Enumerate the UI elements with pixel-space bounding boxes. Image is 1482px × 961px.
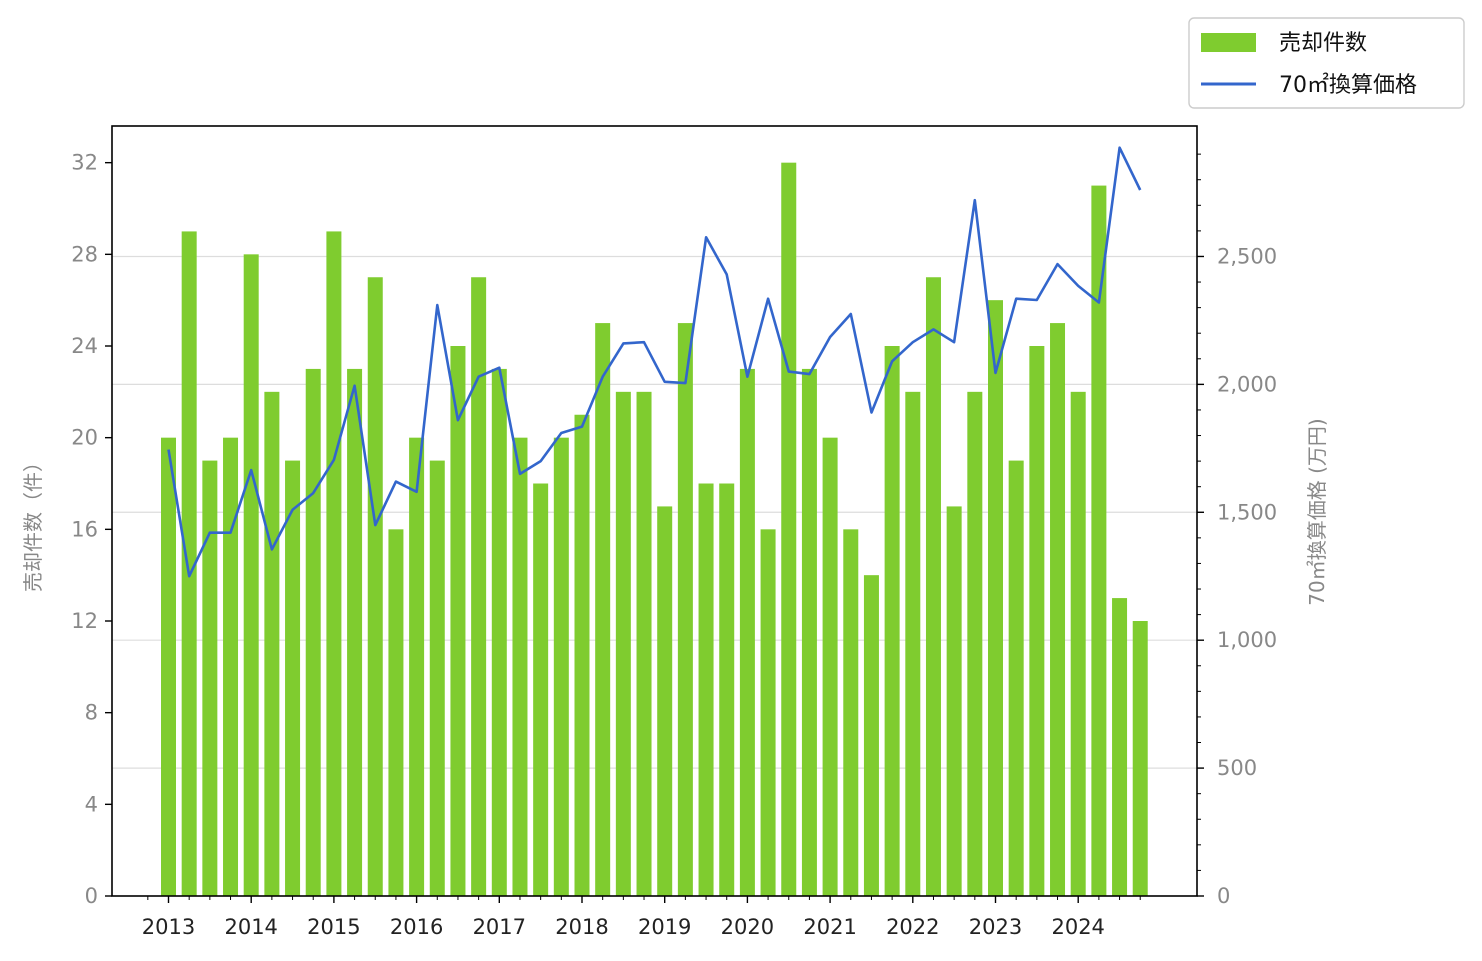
bar xyxy=(491,368,507,897)
bar xyxy=(967,391,983,896)
bar xyxy=(843,529,859,896)
bar xyxy=(1132,621,1148,896)
bar xyxy=(615,391,631,896)
bar xyxy=(450,346,466,896)
x-tick-label: 2018 xyxy=(555,915,608,939)
bar xyxy=(285,460,301,896)
bar xyxy=(243,254,259,897)
plot-frame xyxy=(111,125,1198,897)
right-tick-label: 0 xyxy=(1217,884,1230,908)
x-tick-label: 2020 xyxy=(721,915,774,939)
left-tick-label: 0 xyxy=(85,884,98,908)
bar xyxy=(863,575,879,896)
bar xyxy=(925,277,941,896)
bar xyxy=(429,460,445,896)
right-tick-label: 500 xyxy=(1217,756,1257,780)
bar xyxy=(719,483,735,896)
x-tick-label: 2013 xyxy=(142,915,195,939)
left-tick-label: 16 xyxy=(71,517,98,541)
bar xyxy=(760,529,776,896)
bar xyxy=(347,368,363,897)
left-tick-label: 12 xyxy=(71,609,98,633)
bar xyxy=(636,391,652,896)
bar xyxy=(533,483,549,896)
bar xyxy=(1070,391,1086,896)
bar xyxy=(181,231,197,896)
bar xyxy=(367,277,383,896)
bar xyxy=(305,368,321,897)
x-tick-label: 2016 xyxy=(390,915,443,939)
bar xyxy=(1050,323,1066,896)
legend-box xyxy=(1188,17,1465,109)
bar xyxy=(801,368,817,897)
bar xyxy=(409,437,425,896)
legend-bar-swatch xyxy=(1201,33,1256,52)
left-tick-label: 20 xyxy=(71,426,98,450)
axis-ticks: 04812162024283205001,0001,5002,0002,5002… xyxy=(71,151,1277,939)
right-axis-label: 70㎡換算価格 (万円) xyxy=(1305,418,1329,605)
right-tick-label: 2,000 xyxy=(1217,372,1277,396)
right-tick-label: 2,500 xyxy=(1217,244,1277,268)
price-line xyxy=(167,146,1142,578)
x-tick-label: 2024 xyxy=(1051,915,1104,939)
bar xyxy=(739,368,755,897)
x-tick-label: 2019 xyxy=(638,915,691,939)
x-tick-label: 2015 xyxy=(307,915,360,939)
left-tick-label: 24 xyxy=(71,334,98,358)
right-tick-label: 1,000 xyxy=(1217,628,1277,652)
legend: 売却件数 70㎡換算価格 xyxy=(1188,17,1465,109)
left-tick-label: 32 xyxy=(71,151,98,175)
bar xyxy=(264,391,280,896)
bar xyxy=(223,437,239,896)
bar xyxy=(388,529,404,896)
bar xyxy=(781,162,797,896)
left-tick-label: 4 xyxy=(85,792,98,816)
bar xyxy=(553,437,569,896)
x-tick-label: 2023 xyxy=(969,915,1022,939)
x-tick-label: 2017 xyxy=(473,915,526,939)
bar xyxy=(946,506,962,896)
bar-series xyxy=(161,162,1148,897)
line-series xyxy=(167,146,1142,578)
x-tick-label: 2022 xyxy=(886,915,939,939)
bar xyxy=(1029,346,1045,896)
bar xyxy=(988,300,1003,897)
legend-bar-label: 売却件数 xyxy=(1279,31,1367,56)
bar xyxy=(1091,185,1107,897)
left-tick-label: 28 xyxy=(71,242,98,266)
bar xyxy=(698,483,714,896)
right-tick-label: 1,500 xyxy=(1217,500,1277,524)
bar xyxy=(822,437,838,896)
left-axis-label: 売却件数（件） xyxy=(21,452,45,592)
bar xyxy=(1112,598,1128,896)
bar xyxy=(905,391,921,896)
bar xyxy=(161,437,176,896)
legend-line-label: 70㎡換算価格 xyxy=(1279,72,1417,98)
bar xyxy=(1008,460,1024,896)
x-tick-label: 2021 xyxy=(803,915,856,939)
bar xyxy=(574,414,590,896)
bar xyxy=(595,323,611,896)
bar xyxy=(677,323,693,896)
bar xyxy=(884,346,900,896)
bar xyxy=(471,277,487,896)
left-tick-label: 8 xyxy=(85,701,98,725)
bar xyxy=(202,460,218,896)
bar xyxy=(657,506,673,896)
bar xyxy=(326,231,342,896)
bar xyxy=(512,437,528,896)
x-tick-label: 2014 xyxy=(224,915,277,939)
